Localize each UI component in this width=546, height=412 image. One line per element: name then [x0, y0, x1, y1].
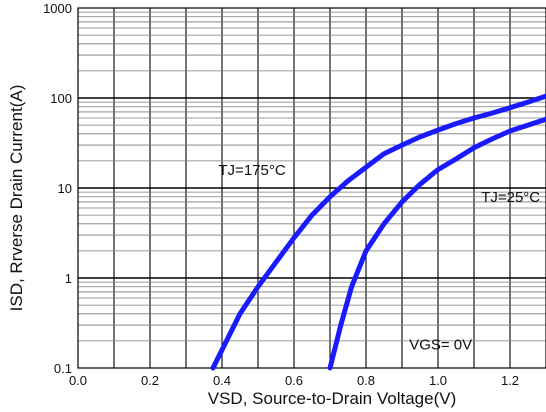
annotation-label: TJ=175°C	[218, 162, 285, 179]
y-tick-label: 100	[50, 91, 72, 106]
annotation-label: VGS= 0V	[409, 337, 472, 354]
y-tick-label: 1000	[43, 1, 72, 16]
curve-tj-175c	[210, 93, 546, 371]
plot-frame	[77, 7, 546, 369]
x-tick-label: 1.2	[501, 373, 519, 388]
y-tick-labels: 0.1 1 10 100 1000	[43, 1, 72, 376]
x-axis-title: VSD, Source-to-Drain Voltage(V)	[208, 389, 457, 408]
y-axis-title: ISD, Rrverse Drain Current(A)	[7, 85, 26, 312]
y-tick-label: 10	[58, 181, 72, 196]
x-tick-label: 0.6	[285, 373, 303, 388]
x-tick-label: 0.4	[213, 373, 231, 388]
x-tick-labels: 0.0 0.2 0.4 0.6 0.8 1.0 1.2	[69, 373, 519, 388]
curve-tj-25c	[327, 116, 546, 371]
grid	[78, 8, 546, 368]
curves	[210, 93, 546, 371]
x-tick-label: 0.8	[357, 373, 375, 388]
annotation-label: TJ=25°C	[481, 189, 540, 206]
annotations: TJ=175°C TJ=25°C VGS= 0V	[218, 162, 540, 354]
x-tick-label: 0.2	[141, 373, 159, 388]
y-tick-label: 1	[65, 271, 72, 286]
y-tick-label: 0.1	[54, 361, 72, 376]
x-tick-label: 1.0	[429, 373, 447, 388]
x-tick-label: 0.0	[69, 373, 87, 388]
